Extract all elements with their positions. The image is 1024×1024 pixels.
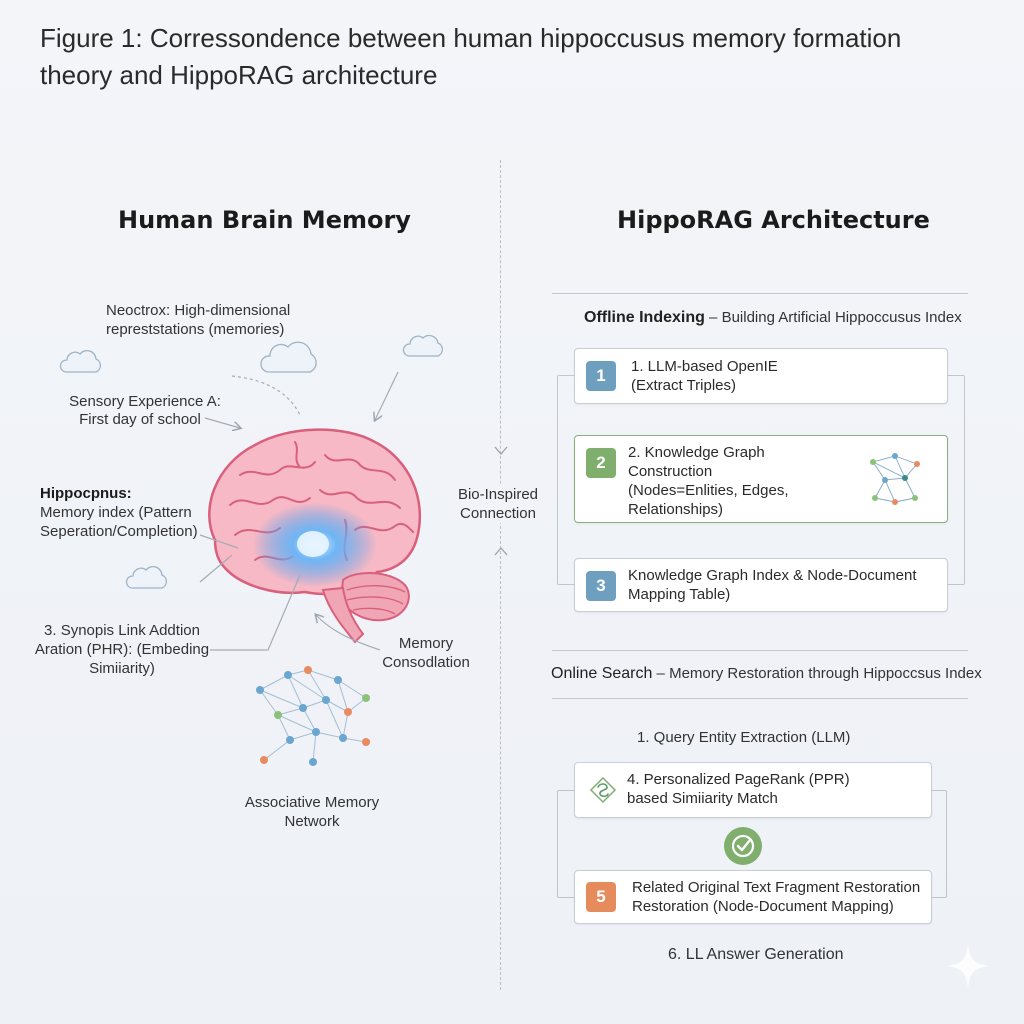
step-5-badge: 5 bbox=[586, 882, 616, 912]
cloud-icon bbox=[260, 341, 317, 373]
synapse-label: 3. Synopis Link Addtion Aration (PHR): (… bbox=[34, 622, 210, 677]
offline-top-rule bbox=[552, 293, 968, 294]
network-label: Associative Memory Network bbox=[244, 794, 380, 830]
hippocampus-desc: Memory index (Pattern Seperation/Complet… bbox=[40, 504, 198, 540]
figure-caption: Figure 1: Corressondence between human h… bbox=[40, 23, 902, 90]
sensory-label-line1: Sensory Experience A: bbox=[69, 393, 221, 410]
graph-icon bbox=[870, 453, 920, 505]
offline-step-3: 3 Knowledge Graph Index & Node-Document … bbox=[574, 558, 948, 612]
online-step-5: 5 Related Original Text Fragment Restora… bbox=[574, 870, 932, 924]
offline-step-2: 2 2. Knowledge Graph Construction (Nodes… bbox=[574, 435, 948, 523]
offline-step-1: 1 1. LLM-based OpenIE (Extract Triples) bbox=[574, 348, 948, 404]
associative-network-graph bbox=[256, 666, 370, 766]
consolidation-label: Memory Consodlation bbox=[382, 635, 470, 671]
cloud-icon bbox=[125, 566, 168, 589]
step-3-text: Knowledge Graph Index & Node-Document Ma… bbox=[628, 567, 917, 603]
online-step-4: 4. Personalized PageRank (PPR) based Sim… bbox=[574, 762, 932, 818]
check-icon bbox=[724, 827, 762, 865]
step-3-badge: 3 bbox=[586, 571, 616, 601]
offline-title: Offline Indexing bbox=[584, 309, 705, 326]
step-1-text: 1. LLM-based OpenIE (Extract Triples) bbox=[631, 358, 778, 394]
step-5-text: Related Original Text Fragment Restorati… bbox=[632, 879, 921, 915]
bio-inspired-connection-label: Bio-Inspired Connection bbox=[448, 485, 548, 523]
step-1-badge: 1 bbox=[586, 361, 616, 391]
sparkle-icon bbox=[946, 944, 990, 988]
step-2-text: 2. Knowledge Graph Construction (Nodes=E… bbox=[628, 444, 789, 518]
left-column-title: Human Brain Memory bbox=[118, 206, 411, 234]
sensory-label-line2: First day of school bbox=[79, 411, 201, 428]
online-bottom-rule bbox=[552, 698, 968, 699]
brain-illustration bbox=[208, 428, 422, 644]
connection-arrow-down bbox=[494, 446, 508, 455]
offline-subtitle: – Building Artificial Hippoccusus Index bbox=[704, 309, 962, 326]
step-4-text: 4. Personalized PageRank (PPR) based Sim… bbox=[627, 771, 850, 807]
center-divider bbox=[500, 160, 501, 990]
hippocampus-title: Hippocpnus: bbox=[40, 485, 132, 502]
neocortex-label: Neoctrox: High-dimensional repreststatio… bbox=[106, 302, 291, 338]
online-subtitle: – Memory Restoration through Hippoccsus … bbox=[652, 665, 982, 682]
step-2-badge: 2 bbox=[586, 448, 616, 478]
online-search-heading: Online Search – Memory Restoration throu… bbox=[551, 665, 982, 683]
right-column-title: HippoRAG Architecture bbox=[617, 206, 930, 234]
online-top-rule bbox=[552, 650, 968, 651]
connection-arrow-up bbox=[494, 547, 508, 556]
online-title: Online Search bbox=[551, 665, 653, 682]
cloud-icon bbox=[59, 350, 102, 373]
online-step-1-text: 1. Query Entity Extraction (LLM) bbox=[637, 729, 851, 746]
offline-indexing-heading: Offline Indexing – Building Artificial H… bbox=[584, 309, 962, 327]
pagerank-icon bbox=[589, 776, 617, 804]
cloud-icon bbox=[402, 334, 444, 357]
online-step-6-text: 6. LL Answer Generation bbox=[668, 946, 844, 963]
